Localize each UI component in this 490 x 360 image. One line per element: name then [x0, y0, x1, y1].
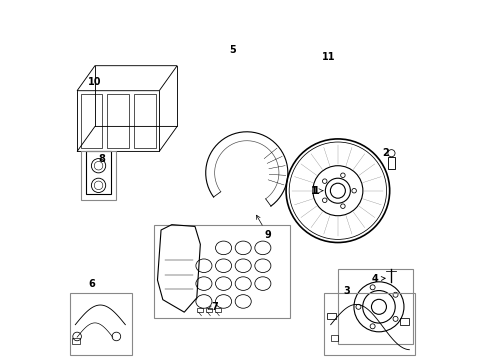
Bar	[400, 318, 409, 325]
Text: 8: 8	[98, 154, 105, 163]
Bar	[86, 152, 111, 194]
Text: 9: 9	[256, 215, 271, 240]
Text: 2: 2	[383, 148, 390, 158]
Text: 10: 10	[88, 77, 102, 87]
Text: 1: 1	[311, 186, 318, 196]
Text: 4: 4	[372, 274, 385, 284]
Text: 3: 3	[343, 286, 350, 296]
Text: 7: 7	[208, 302, 218, 312]
Bar	[215, 308, 221, 312]
Bar	[331, 336, 338, 341]
Bar	[206, 308, 212, 312]
Text: 5: 5	[229, 45, 236, 55]
Text: 11: 11	[322, 52, 336, 62]
Bar	[388, 157, 395, 169]
Bar	[327, 313, 336, 319]
Bar	[197, 308, 203, 312]
Text: 1: 1	[313, 186, 323, 196]
Bar	[72, 338, 79, 344]
Text: 6: 6	[88, 279, 95, 289]
